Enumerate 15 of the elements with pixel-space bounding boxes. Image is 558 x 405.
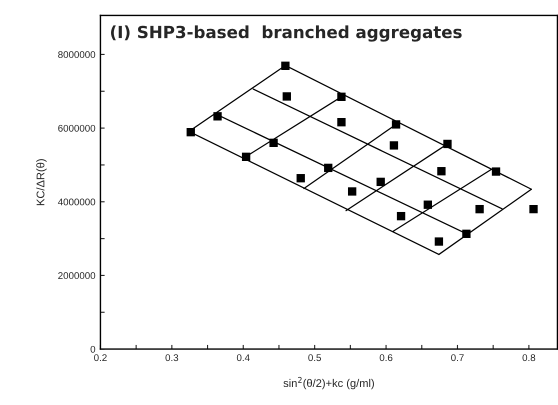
x-tick-label: 0.4 <box>236 354 250 362</box>
y-tick-label: 4000000 <box>58 198 96 206</box>
x-tick-label: 0.5 <box>308 354 322 362</box>
x-tick-label: 0.8 <box>522 354 536 362</box>
y-tick-label: 8000000 <box>58 51 96 58</box>
x-axis-title: sin$^{2}$(θ/2)+kc (g/ml) <box>283 376 374 390</box>
x-tick-label: 0.6 <box>380 354 392 362</box>
x-tick-label: 0.7 <box>451 354 464 362</box>
y-tick-label: 6000000 <box>58 124 96 132</box>
y-tick-label: 0 <box>90 346 96 353</box>
x-tick-label: 0.2 <box>94 354 107 362</box>
y-axis-title: KC/ΔR(θ) <box>36 159 47 206</box>
x-tick-label: 0.3 <box>165 354 178 362</box>
text: (I) SHP3-based branched aggregates <box>111 25 462 42</box>
y-tick-label: 2000000 <box>58 272 96 280</box>
